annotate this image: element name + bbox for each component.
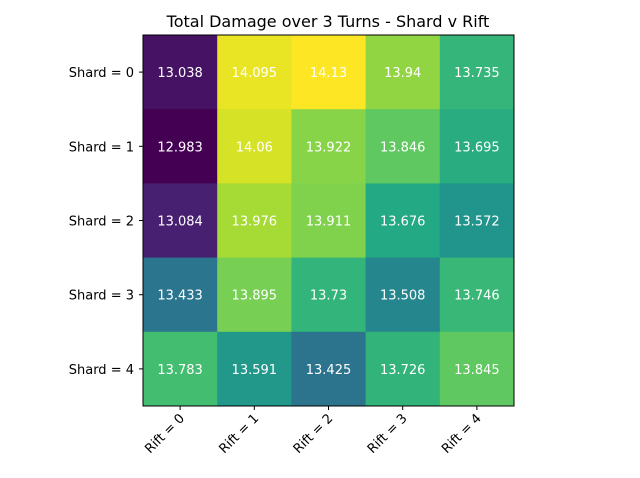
cell-value-label: 13.845 [454,363,500,378]
heatmap-cell [217,183,292,259]
cell-value-label: 13.911 [306,215,352,230]
heatmap-cell [365,331,441,407]
heatmap-cell [143,331,218,407]
x-tick-label: Rift = 2 [291,411,337,457]
heatmap-cell [365,183,441,259]
heatmap-cell [439,257,515,333]
cell-value-label: 13.895 [232,289,278,304]
cell-value-label: 14.13 [310,66,347,81]
x-axis-ticks: Rift = 0 Rift = 1 Rift = 2 Rift = 3 Rift = 4 [142,406,485,457]
heatmap-cell [217,257,292,333]
cell-value-label: 12.983 [157,140,203,155]
cell-value-label: 13.508 [380,289,426,304]
x-tick-label: Rift = 3 [365,411,411,457]
cell-value-label: 13.922 [306,140,352,155]
heatmap-cell [143,183,218,259]
heatmap-cell [291,257,367,333]
heatmap-cell [439,331,515,407]
cell-value-label: 13.726 [380,363,426,378]
cell-value-label: 13.695 [454,140,500,155]
cell-value-label: 14.06 [236,140,273,155]
heatmap-cell [291,109,367,184]
heatmap-cell [217,35,292,110]
heatmap-cell [143,35,218,110]
cell-value-label: 13.425 [306,363,352,378]
y-axis-ticks: Shard = 0 Shard = 1 Shard = 2 Shard = 3 Shar… [69,66,143,378]
cell-value-label: 13.084 [157,215,203,230]
heatmap-cell [217,331,292,407]
y-tick-label: Shard = 2 [69,215,134,230]
heatmap-cell [365,35,441,110]
cell-value-label: 13.846 [380,140,426,155]
cell-value-label: 13.433 [157,289,203,304]
y-tick-label: Shard = 0 [69,66,134,81]
cell-value-label: 13.746 [454,289,500,304]
heatmap-cell [143,257,218,333]
heatmap-cell [439,109,515,184]
heatmap-cells [143,35,515,407]
cell-value-label: 13.591 [232,363,278,378]
y-tick-label: Shard = 4 [69,363,134,378]
cell-value-label: 13.94 [384,66,421,81]
y-tick-label: Shard = 1 [69,140,134,155]
heatmap-cell [143,109,218,184]
heatmap-cell [439,35,515,110]
heatmap-value-labels: 13.038 14.095 14.13 13.94 13.735 12.983 14.06 1… [157,66,499,378]
cell-value-label: 14.095 [232,66,278,81]
cell-value-label: 13.783 [157,363,203,378]
cell-value-label: 13.735 [454,66,500,81]
chart-title: Total Damage over 3 Turns - Shard v Rift [166,12,490,31]
heatmap-cell [291,35,367,110]
x-tick-label: Rift = 0 [142,411,188,457]
heatmap-cell [291,183,367,259]
heatmap-cell [439,183,515,259]
cell-value-label: 13.976 [232,215,278,230]
cell-value-label: 13.676 [380,215,426,230]
heatmap-cell [291,331,367,407]
heatmap-cell [217,109,292,184]
heatmap-cell [365,257,441,333]
x-tick-label: Rift = 1 [216,411,262,457]
cell-value-label: 13.73 [310,289,347,304]
y-tick-label: Shard = 3 [69,289,134,304]
x-tick-label: Rift = 4 [439,411,485,457]
heatmap-cell [365,109,441,184]
cell-value-label: 13.038 [157,66,203,81]
cell-value-label: 13.572 [454,215,500,230]
